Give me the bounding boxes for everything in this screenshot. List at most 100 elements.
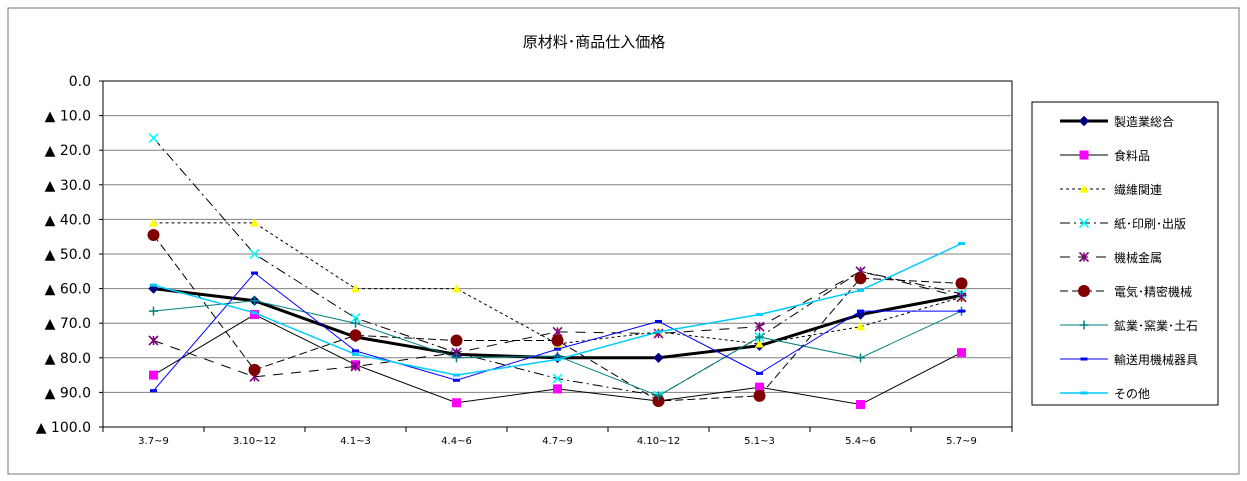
data-point <box>955 277 968 290</box>
data-point <box>450 334 463 347</box>
data-point <box>755 339 764 348</box>
legend-label: 輸送用機械器具 <box>1114 352 1198 367</box>
data-point <box>149 370 158 380</box>
data-point <box>350 312 361 324</box>
data-point <box>856 322 865 331</box>
legend-marker <box>1078 115 1090 127</box>
data-point <box>956 292 967 303</box>
legend-marker <box>1079 320 1089 330</box>
x-tick-label: 3.7~9 <box>138 436 169 447</box>
data-point <box>148 133 159 144</box>
data-point <box>958 309 965 313</box>
legend-label: 食料品 <box>1114 148 1150 163</box>
legend-item: その他 <box>1060 387 1150 401</box>
legend-item: 電気･精密機械 <box>1060 284 1192 299</box>
data-point <box>349 329 362 342</box>
data-point <box>755 332 764 342</box>
data-point <box>148 335 159 346</box>
y-tick-label: ▲ 20.0 <box>45 143 91 159</box>
data-point <box>149 218 158 227</box>
data-point <box>352 352 359 356</box>
data-point <box>958 242 965 246</box>
data-point <box>653 352 664 364</box>
data-point <box>755 382 764 392</box>
data-point <box>753 389 766 402</box>
legend-marker <box>1080 391 1088 395</box>
data-point <box>857 288 864 292</box>
legend-item: 繊維関連 <box>1060 183 1162 197</box>
data-point <box>654 391 663 401</box>
legend-item: 製造業総合 <box>1060 114 1174 129</box>
data-point <box>551 334 564 347</box>
data-point <box>251 271 258 275</box>
y-tick-label: ▲ 90.0 <box>45 385 91 401</box>
plot-area: 0.0 ▲ 10.0 ▲ 20.0 ▲ 30.0 ▲ 40.0 ▲ 50.0 ▲ 60.0 ▲… <box>36 74 1013 447</box>
data-point <box>453 378 460 382</box>
data-point <box>351 318 360 328</box>
data-point <box>756 313 763 317</box>
data-point <box>351 284 360 293</box>
legend-label: 繊維関連 <box>1114 183 1162 197</box>
data-point <box>352 349 359 353</box>
legend-item: 機械金属 <box>1060 250 1162 265</box>
y-tick-label: ▲ 100.0 <box>36 420 91 436</box>
y-tick-label: ▲ 10.0 <box>45 109 91 125</box>
x-tick-label: 4.7~9 <box>542 436 573 447</box>
data-point <box>250 218 259 227</box>
data-point <box>249 248 260 260</box>
data-point <box>150 389 157 393</box>
legend-label: 鉱業･窯業･土石 <box>1114 318 1198 333</box>
legend-item: 輸送用機械器具 <box>1060 352 1198 367</box>
legend-marker <box>1079 184 1089 193</box>
legend-box <box>1031 101 1219 406</box>
x-tick-label: 5.7~9 <box>946 436 977 447</box>
data-point <box>149 306 158 316</box>
y-tick-label: ▲ 80.0 <box>45 351 91 367</box>
y-tick-label: 0.0 <box>69 74 91 90</box>
data-point <box>655 330 662 334</box>
legend-marker <box>1079 150 1089 160</box>
y-tick-label: ▲ 40.0 <box>45 212 91 228</box>
x-tick-label: 3.10~12 <box>233 436 276 447</box>
legend-label: 電気･精密機械 <box>1114 284 1192 299</box>
legend-item: 鉱業･窯業･土石 <box>1060 318 1198 333</box>
data-point <box>250 310 259 320</box>
data-point <box>856 353 865 363</box>
x-tick-label: 4.10~12 <box>637 436 680 447</box>
data-point <box>553 384 562 394</box>
data-point <box>452 398 461 408</box>
legend-item: 食料品 <box>1060 148 1150 163</box>
x-tick-label: 5.1~3 <box>744 436 775 447</box>
series-line <box>153 234 962 402</box>
data-point <box>250 296 259 306</box>
y-tick-label: ▲ 70.0 <box>45 316 91 332</box>
data-point <box>453 373 460 377</box>
data-point <box>248 363 261 376</box>
data-point <box>655 319 662 323</box>
x-tick-label: 5.4~6 <box>845 436 876 447</box>
chart-title: 原材料･商品仕入価格 <box>523 33 666 51</box>
y-tick-label: ▲ 60.0 <box>45 282 91 298</box>
legend-label: 紙･印刷･出版 <box>1114 216 1186 231</box>
data-point <box>857 309 864 313</box>
data-point <box>452 353 461 363</box>
data-point <box>756 371 763 375</box>
data-point <box>350 361 361 372</box>
data-point <box>147 228 160 241</box>
data-point <box>856 400 865 410</box>
legend-label: 製造業総合 <box>1114 114 1174 129</box>
data-point <box>452 284 461 293</box>
legend-item: 紙･印刷･出版 <box>1060 216 1186 231</box>
x-tick-label: 4.4~6 <box>441 436 472 447</box>
legend-marker <box>1078 217 1090 229</box>
data-point <box>854 272 867 285</box>
legend-marker <box>1078 251 1090 263</box>
data-point <box>150 283 157 287</box>
data-point <box>251 311 258 315</box>
series-line <box>153 270 962 378</box>
data-point <box>957 348 966 358</box>
y-tick-label: ▲ 30.0 <box>45 178 91 194</box>
data-point <box>554 347 561 351</box>
